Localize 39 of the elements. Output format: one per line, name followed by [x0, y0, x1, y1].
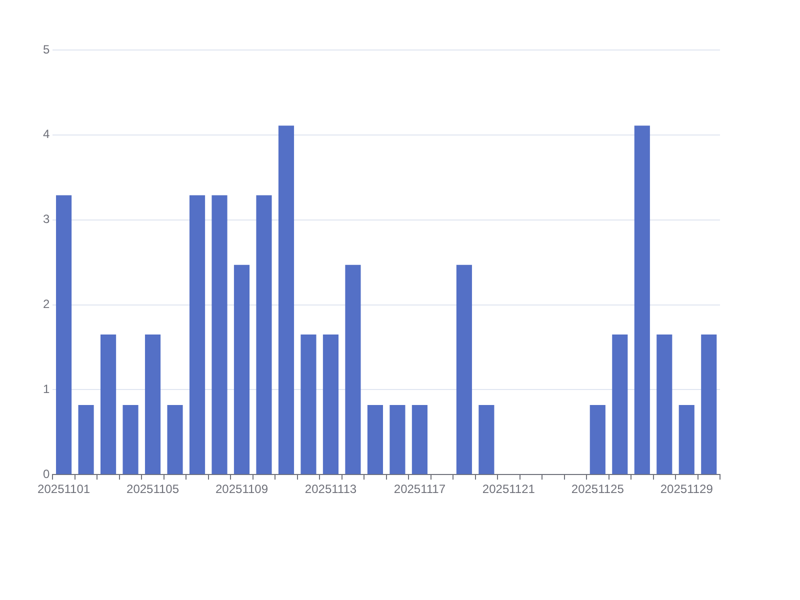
bar	[256, 195, 272, 474]
bar	[701, 334, 717, 474]
x-tick-label: 20251105	[126, 482, 180, 496]
bar	[278, 126, 294, 474]
y-tick-label: 4	[42, 127, 50, 142]
bar	[234, 264, 250, 474]
bar	[322, 334, 339, 474]
bar	[656, 334, 672, 474]
bar	[390, 404, 406, 474]
x-tick-label: 20251121	[482, 482, 536, 496]
bar	[367, 404, 383, 474]
bar	[300, 334, 316, 474]
bar	[612, 334, 628, 474]
bar	[100, 334, 116, 474]
bar	[345, 264, 361, 474]
y-tick-label: 0	[42, 466, 50, 481]
x-tick-label: 20251101	[38, 482, 90, 496]
bar	[634, 126, 650, 474]
x-tick-label: 20251117	[394, 482, 446, 496]
x-tick-label: 20251129	[660, 482, 714, 496]
y-tick-label: 5	[42, 42, 50, 56]
bar	[78, 404, 94, 474]
bar	[56, 195, 72, 474]
x-tick-label: 20251113	[304, 482, 357, 496]
bar	[412, 404, 428, 474]
bar	[167, 404, 183, 474]
bar	[189, 195, 206, 474]
bar	[144, 334, 161, 474]
y-tick-label: 3	[42, 212, 50, 226]
bar	[478, 404, 494, 474]
y-tick-label: 1	[42, 382, 50, 396]
bar	[212, 195, 228, 474]
bar	[590, 404, 606, 474]
x-tick-label: 20251109	[216, 482, 268, 496]
bar	[122, 404, 138, 474]
x-tick-label: 20251125	[571, 482, 624, 496]
bar	[678, 404, 694, 474]
y-tick-label: 2	[42, 297, 50, 312]
bar	[456, 264, 472, 474]
